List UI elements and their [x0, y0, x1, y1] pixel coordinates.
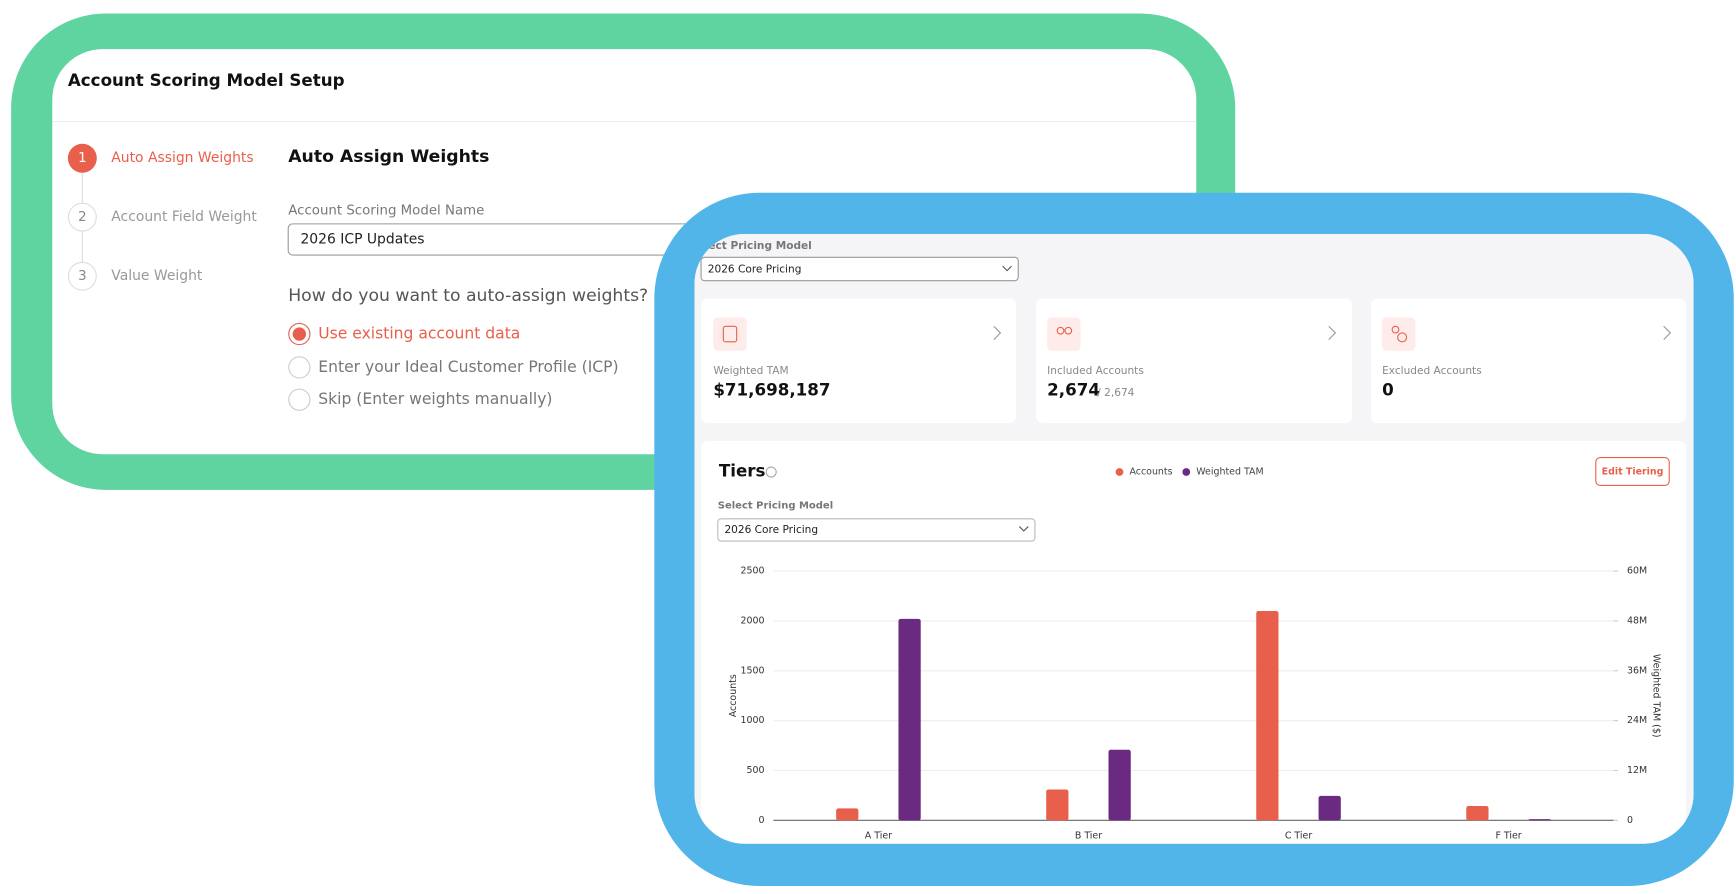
radio[interactable] [288, 388, 311, 411]
step-circle[interactable] [67, 143, 97, 173]
y2-tick-label: 0 [1627, 815, 1633, 826]
field-label: Account Scoring Model Name [288, 204, 484, 219]
option-label[interactable]: Use existing account data [318, 325, 520, 343]
y2-axis-label: Weighted TAM ($) [1650, 654, 1661, 738]
x-tick-label: A Tier [865, 830, 892, 841]
y-tick-label: 2500 [740, 566, 764, 577]
card-label: Excluded Accounts [1382, 365, 1482, 377]
step-label[interactable]: Value Weight [111, 268, 203, 284]
kpi-card[interactable] [1370, 298, 1686, 424]
y-tick-label: 2000 [740, 615, 764, 626]
chart-title: Tiers [719, 462, 766, 481]
step-label[interactable]: Account Field Weight [111, 209, 257, 225]
select-value: 2026 Core Pricing [708, 264, 802, 276]
card-icon [1047, 317, 1081, 351]
icon-glyph [722, 325, 738, 343]
edit-button[interactable] [1595, 457, 1670, 486]
setup-title: Account Scoring Model Setup [68, 71, 345, 90]
icon-glyph [1056, 326, 1065, 335]
card-arrow [993, 325, 1002, 341]
bar [1318, 795, 1341, 821]
icon-glyph [1397, 332, 1408, 343]
radio[interactable] [288, 356, 311, 379]
y-tick-label: 500 [746, 765, 764, 776]
bar [1108, 749, 1131, 821]
step-circle[interactable] [67, 202, 97, 232]
option-label[interactable]: Enter your Ideal Customer Profile (ICP) [318, 358, 618, 376]
step-number: 1 [78, 151, 87, 166]
select-label: Select Pricing Model [718, 500, 833, 511]
icon-glyph [1064, 326, 1073, 335]
card-value: 0 [1382, 380, 1394, 399]
x-tick-label: B Tier [1075, 830, 1102, 841]
option-label[interactable]: Skip (Enter weights manually) [318, 390, 552, 408]
card-total: / 2,674 [1097, 387, 1134, 399]
tiers-card [701, 440, 1686, 844]
x-tick-label: C Tier [1285, 830, 1312, 841]
select-label: Select Pricing Model [690, 240, 812, 252]
kpi-card[interactable] [701, 298, 1017, 424]
step-circle[interactable] [67, 261, 97, 291]
y-tick-label: 1500 [740, 665, 764, 676]
tiers-select[interactable] [717, 518, 1036, 542]
legend-label: Accounts [1130, 467, 1173, 478]
y2-tick-label: 24M [1627, 715, 1647, 726]
card-label: Included Accounts [1047, 365, 1144, 377]
y-tick-label: 0 [758, 815, 764, 826]
bar [898, 618, 921, 821]
card-arrow [1663, 325, 1672, 341]
question: How do you want to auto-assign weights? [288, 286, 648, 306]
y-axis-label: Accounts [728, 674, 739, 717]
y2-tick-label: 60M [1627, 566, 1647, 577]
chevron [1002, 265, 1012, 272]
card-value: $71,698,187 [713, 380, 830, 399]
tiers-chart: 0 500 1000 1500 2000 2500 0 12M 24M 36M 48M 60M Acco… [728, 467, 1662, 842]
y2-tick-label: 48M [1627, 615, 1647, 626]
bar [1466, 805, 1489, 821]
radio-dot [292, 327, 307, 341]
legend-label: Weighted TAM [1196, 467, 1263, 478]
card-label: Weighted TAM [713, 365, 788, 377]
info-icon[interactable] [765, 466, 777, 478]
x-tick-label: F Tier [1495, 830, 1521, 841]
step-label[interactable]: Auto Assign Weights [111, 150, 253, 166]
bar [836, 808, 859, 821]
button-label: Edit Tiering [1602, 467, 1664, 478]
y2-tick-label: 12M [1627, 765, 1647, 776]
kpi-card[interactable] [1036, 298, 1353, 424]
dashboard: Select Pricing Model 2026 Core Pricing W… [690, 233, 1694, 844]
input-value: 2026 ICP Updates [300, 231, 424, 247]
y-tick-label: 1000 [740, 715, 764, 726]
icon-glyph [1391, 325, 1400, 334]
chevron [1018, 526, 1029, 532]
step-number: 2 [78, 210, 87, 225]
y2-tick-label: 36M [1627, 665, 1647, 676]
pricing-select[interactable] [700, 256, 1019, 282]
legend-swatch [1115, 468, 1124, 476]
card-arrow [1328, 325, 1337, 341]
bar [1256, 610, 1279, 821]
card-value: 2,674 [1047, 380, 1100, 399]
bar [1528, 819, 1551, 821]
card-icon [713, 317, 747, 351]
section-title: Auto Assign Weights [288, 147, 489, 167]
bar [1046, 789, 1069, 821]
select-value: 2026 Core Pricing [724, 524, 818, 536]
legend-swatch [1182, 468, 1191, 476]
step-number: 3 [78, 269, 87, 284]
